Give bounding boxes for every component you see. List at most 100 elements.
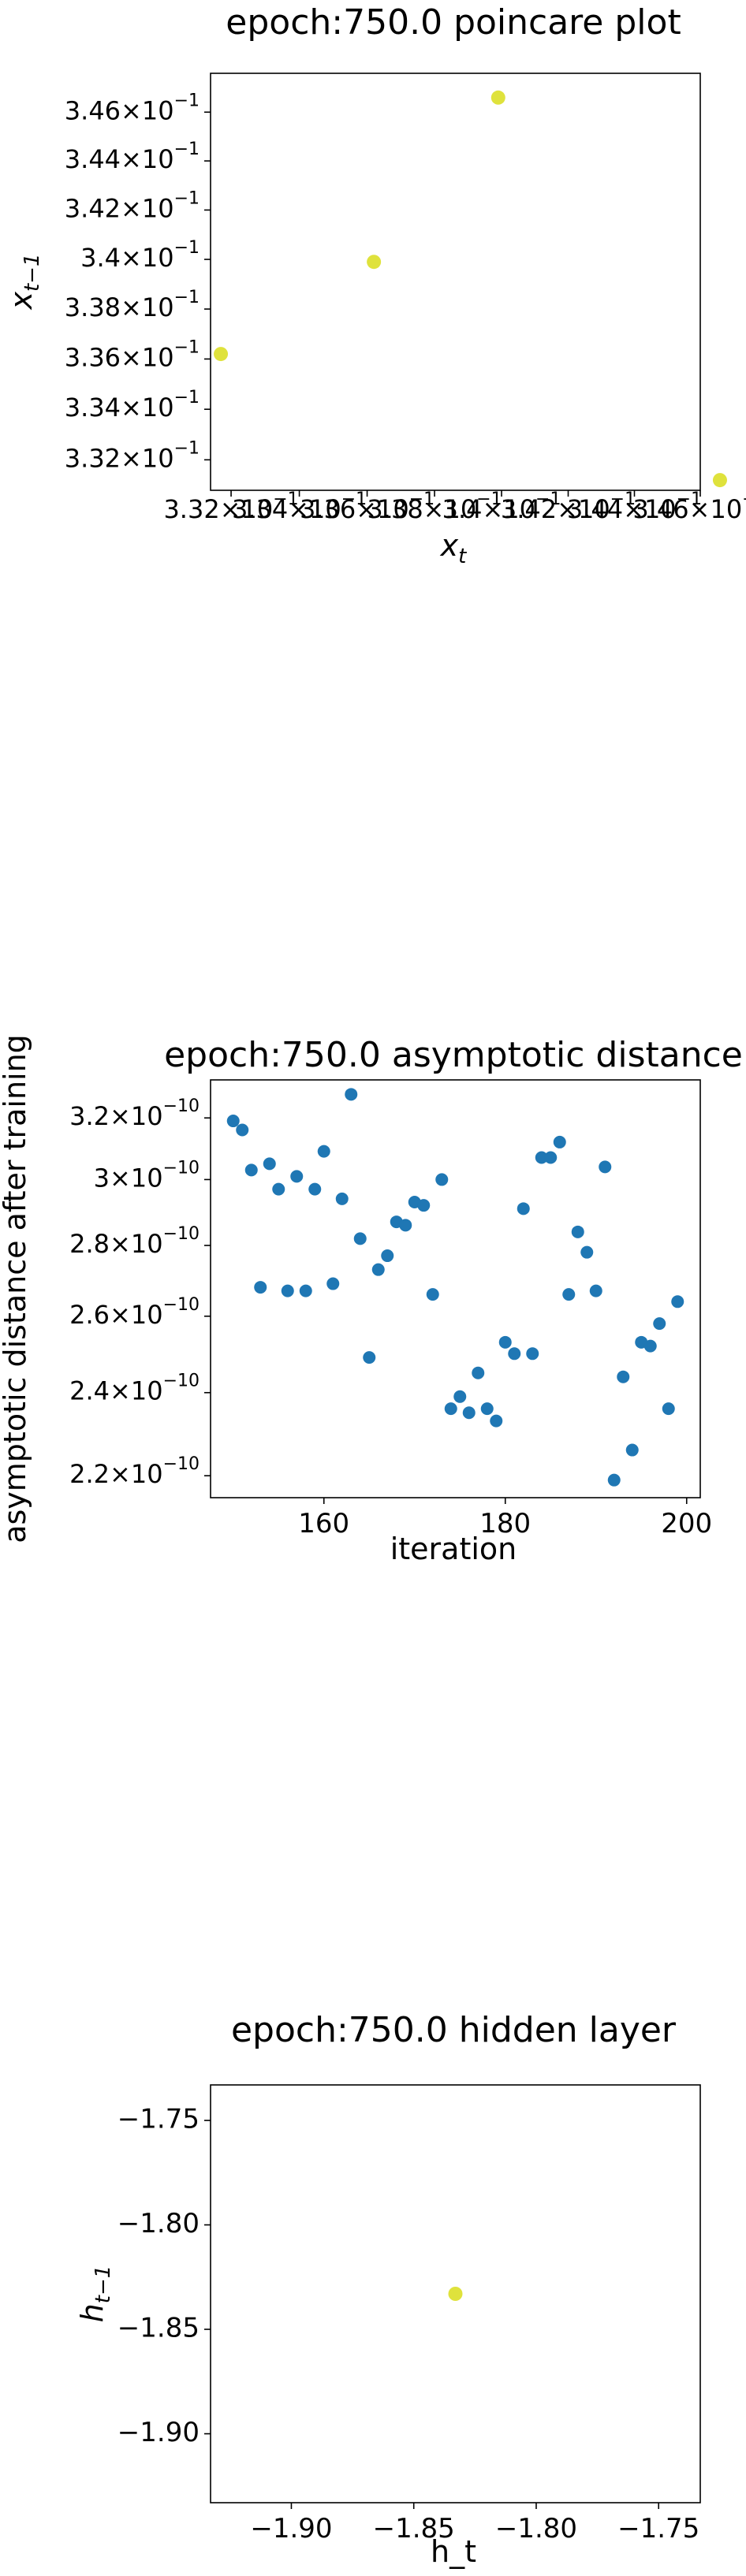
x-tick-label: 180 bbox=[479, 1508, 531, 1539]
y-tick-label: 2.4×10−10 bbox=[69, 1372, 200, 1406]
y-axis-label: xt−1 bbox=[4, 253, 44, 310]
data-point bbox=[290, 1170, 304, 1183]
x-tick-label: −1.85 bbox=[373, 2513, 455, 2544]
data-point bbox=[544, 1151, 558, 1164]
y-tick-label: 3.46×10−1 bbox=[65, 91, 200, 125]
data-point bbox=[345, 1088, 358, 1101]
data-point bbox=[490, 90, 505, 105]
data-point bbox=[214, 347, 229, 362]
data-point bbox=[308, 1182, 322, 1196]
y-tick-label: 3.38×10−1 bbox=[65, 288, 200, 322]
data-point bbox=[625, 1443, 639, 1457]
data-point bbox=[363, 1351, 376, 1364]
data-point bbox=[371, 1263, 385, 1276]
data-point bbox=[435, 1173, 449, 1186]
x-tick-label: −1.80 bbox=[495, 2513, 577, 2544]
y-tick-label: 3.4×10−1 bbox=[80, 238, 200, 273]
x-tick-label: 3.34×10−1 bbox=[232, 490, 367, 524]
data-point bbox=[526, 1347, 539, 1361]
data-point bbox=[599, 1160, 612, 1174]
x-tick-label: 3.36×10−1 bbox=[300, 490, 435, 524]
data-point bbox=[653, 1317, 666, 1331]
data-point bbox=[448, 2287, 463, 2301]
data-point bbox=[326, 1277, 340, 1290]
data-point bbox=[254, 1281, 267, 1294]
data-point bbox=[353, 1232, 367, 1245]
x-axis-label: xt bbox=[440, 528, 468, 568]
data-point bbox=[553, 1135, 566, 1148]
x-axis-label: h_t bbox=[431, 2534, 476, 2569]
data-point bbox=[367, 255, 382, 270]
x-tick-label: 3.4×10−1 bbox=[442, 490, 561, 524]
data-point bbox=[381, 1249, 394, 1263]
data-point bbox=[317, 1145, 330, 1158]
chart-hidden-layer: epoch:750.0 hidden layer −1.90 −1.85 −1.80 −… bbox=[75, 2010, 701, 2569]
data-point bbox=[226, 1115, 240, 1128]
y-tick-label: 3.34×10−1 bbox=[65, 388, 200, 423]
x-tick-label: 3.42×10−1 bbox=[501, 490, 636, 524]
chart-title: epoch:750.0 asymptotic distance bbox=[164, 1035, 743, 1075]
y-axis-label: ht−1 bbox=[75, 2265, 115, 2323]
data-point bbox=[462, 1406, 476, 1420]
y-tick-label: −1.75 bbox=[117, 2104, 200, 2135]
data-point bbox=[263, 1157, 276, 1171]
data-point bbox=[562, 1288, 576, 1301]
data-point bbox=[535, 1151, 548, 1164]
chart-asymptotic-distance: epoch:750.0 asymptotic distance 2.2×10−10… bbox=[0, 1034, 743, 1566]
x-tick-label: −1.90 bbox=[250, 2513, 332, 2544]
x-axis-label: iteration bbox=[390, 1532, 517, 1566]
x-tick-label: −1.75 bbox=[617, 2513, 699, 2544]
y-tick-label: −1.90 bbox=[117, 2417, 200, 2448]
data-point bbox=[617, 1370, 630, 1383]
y-axis-label: asymptotic distance after training bbox=[0, 1034, 32, 1543]
y-tick-label: 3×10−10 bbox=[94, 1158, 200, 1193]
data-point bbox=[417, 1199, 431, 1212]
data-point bbox=[335, 1192, 349, 1205]
y-tick-label: 3.2×10−10 bbox=[69, 1096, 200, 1131]
y-tick-label: 2.8×10−10 bbox=[69, 1224, 200, 1259]
data-point bbox=[517, 1202, 530, 1215]
data-point bbox=[426, 1288, 439, 1301]
y-tick-label: −1.85 bbox=[117, 2313, 200, 2344]
chart-poincare: epoch:750.0 poincare plot3.32×10−13.34×1… bbox=[4, 2, 746, 568]
x-tick-label: 3.44×10−1 bbox=[567, 490, 702, 524]
data-point bbox=[399, 1219, 412, 1232]
data-point bbox=[281, 1284, 294, 1297]
data-point bbox=[444, 1402, 457, 1416]
x-tick-label: 3.46×10−1 bbox=[632, 490, 746, 524]
y-tick-label: 2.6×10−10 bbox=[69, 1295, 200, 1330]
axes-frame bbox=[210, 1079, 701, 1498]
y-tick-label: 3.36×10−1 bbox=[65, 337, 200, 372]
data-point bbox=[236, 1123, 249, 1137]
data-point bbox=[472, 1366, 485, 1379]
axes-frame bbox=[210, 73, 701, 491]
y-tick-label: −1.80 bbox=[117, 2208, 200, 2239]
x-tick-label: 3.32×10−1 bbox=[163, 490, 298, 524]
data-point bbox=[643, 1339, 657, 1353]
axes-frame bbox=[210, 2084, 701, 2503]
data-point bbox=[671, 1295, 684, 1308]
data-point bbox=[299, 1284, 312, 1297]
data-point bbox=[580, 1245, 594, 1259]
chart-title: epoch:750.0 poincare plot bbox=[226, 2, 681, 43]
data-point bbox=[508, 1347, 521, 1361]
data-point bbox=[589, 1284, 602, 1297]
y-tick-label: 2.2×10−10 bbox=[69, 1454, 200, 1489]
y-tick-label: 3.42×10−1 bbox=[65, 188, 200, 223]
x-tick-label: 160 bbox=[298, 1508, 349, 1539]
data-point bbox=[498, 1335, 512, 1349]
x-tick-label: 200 bbox=[661, 1508, 712, 1539]
data-point bbox=[272, 1182, 285, 1196]
x-tick-label: 3.38×10−1 bbox=[367, 490, 502, 524]
chart-title: epoch:750.0 hidden layer bbox=[231, 2010, 677, 2050]
data-point bbox=[490, 1414, 503, 1428]
data-point bbox=[571, 1225, 584, 1238]
data-point bbox=[244, 1163, 258, 1177]
data-point bbox=[662, 1402, 675, 1416]
data-point bbox=[453, 1390, 467, 1403]
y-tick-label: 3.32×10−1 bbox=[65, 438, 200, 473]
y-tick-label: 3.44×10−1 bbox=[65, 140, 200, 174]
data-point bbox=[607, 1473, 621, 1487]
data-point bbox=[480, 1402, 494, 1416]
